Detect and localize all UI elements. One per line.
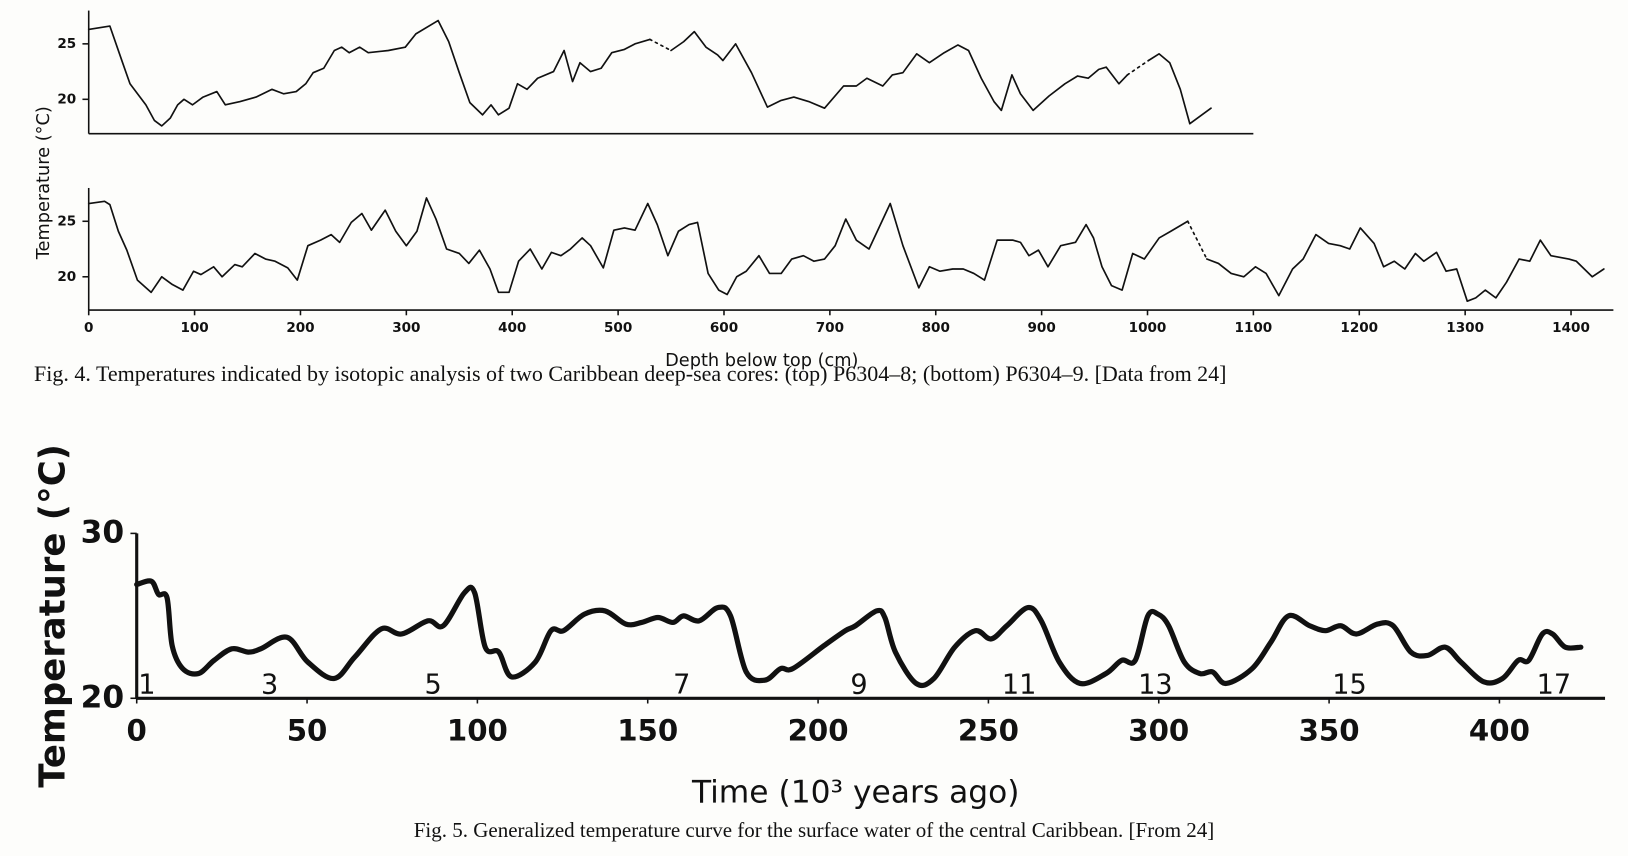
annotation: 1 (138, 669, 155, 700)
y-tick-label: 20 (57, 91, 76, 107)
y-tick-label: 25 (57, 213, 76, 229)
x-tick-label: 1000 (1129, 320, 1167, 336)
x-tick-label: 250 (958, 714, 1019, 748)
x-tick-label: 300 (392, 320, 420, 336)
x-tick-label: 200 (788, 714, 849, 748)
x-tick-label: 400 (1469, 714, 1530, 748)
annotation: 5 (424, 669, 441, 700)
annotation: 9 (850, 669, 867, 700)
y-axis-label: Temperature (°C) (34, 106, 54, 260)
x-tick-label: 500 (604, 320, 632, 336)
x-tick-label: 350 (1299, 714, 1360, 748)
y-tick-label: 30 (81, 514, 125, 550)
x-tick-label: 150 (617, 714, 678, 748)
y-tick-label: 20 (81, 679, 125, 715)
x-tick-label: 0 (127, 714, 147, 748)
x-tick-label: 0 (84, 320, 93, 336)
x-tick-label: 900 (1027, 320, 1055, 336)
annotation: 7 (673, 669, 690, 700)
x-tick-label: 1100 (1235, 320, 1273, 336)
y-tick-label: 25 (57, 36, 76, 52)
x-tick-label: 800 (922, 320, 950, 336)
x-tick-label: 1200 (1340, 320, 1378, 336)
dashed-line (1186, 220, 1208, 260)
annotation: 17 (1537, 669, 1572, 700)
x-tick-label: 400 (498, 320, 526, 336)
x-tick-label: 1300 (1446, 320, 1484, 336)
x-tick-label: 1400 (1552, 320, 1590, 336)
x-axis-label: Time (10³ years ago) (691, 774, 1020, 810)
annotation: 3 (261, 669, 278, 700)
x-tick-label: 100 (447, 714, 508, 748)
fig5-caption: Fig. 5. Generalized temperature curve fo… (413, 818, 1215, 842)
fig4-caption: Fig. 4. Temperatures indicated by isotop… (34, 361, 1227, 386)
data-line (87, 197, 1605, 303)
y-tick-label: 20 (57, 269, 76, 285)
x-tick-label: 300 (1128, 714, 1189, 748)
dashed-line (649, 38, 1150, 76)
x-tick-label: 600 (710, 320, 738, 336)
data-line (87, 19, 1212, 127)
x-tick-label: 700 (816, 320, 844, 336)
annotation: 13 (1138, 669, 1173, 700)
x-axis-label: Depth below top (cm) (665, 351, 858, 371)
data-line (134, 578, 1584, 689)
x-tick-label: 100 (180, 320, 208, 336)
x-tick-label: 50 (287, 714, 328, 748)
y-axis-label: Temperature (°C) (32, 444, 73, 788)
annotation: 11 (1002, 669, 1037, 700)
annotation: 15 (1332, 669, 1367, 700)
x-tick-label: 200 (286, 320, 314, 336)
